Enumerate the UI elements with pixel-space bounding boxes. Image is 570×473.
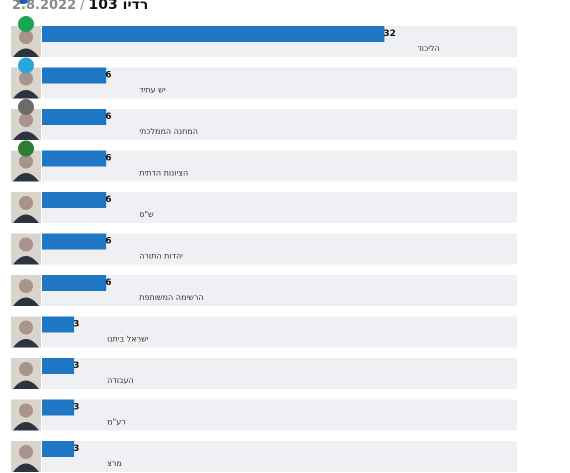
candidate-shoulders [13, 463, 39, 472]
seat-count-label: 32 [383, 29, 396, 39]
candidate-shoulders [13, 380, 39, 389]
party-logo-icon [18, 140, 34, 157]
candidate-shoulders [13, 173, 39, 182]
seat-count-label: 6 [105, 195, 111, 205]
candidate-head [19, 279, 33, 293]
candidate-head [19, 445, 33, 459]
candidate-head [19, 237, 33, 252]
seat-bar [42, 358, 75, 374]
party-name-label: הציונות הדתית [139, 169, 188, 178]
party-name-label: רע"מ [107, 418, 126, 427]
bar-track [42, 399, 517, 431]
candidate-shoulders [13, 256, 39, 265]
candidate-shoulders [13, 90, 39, 99]
seat-bar [42, 441, 75, 457]
seat-bar [42, 67, 107, 84]
seat-count-label: 6 [105, 71, 111, 81]
candidate-shoulders [13, 131, 39, 140]
party-name-label: יש עתיד [139, 86, 166, 95]
seat-bar [42, 233, 107, 250]
candidate-head [19, 71, 33, 86]
candidate-head [19, 30, 33, 44]
seat-count-label: 3 [73, 361, 79, 371]
party-name-label: יהדות התורה [139, 252, 183, 261]
candidate-head [19, 403, 33, 418]
poll-name: רדיו 103 [88, 0, 149, 13]
candidate-head [19, 320, 33, 335]
seat-bar [42, 192, 107, 208]
party-name-label: הליכוד [417, 44, 439, 53]
header-logo-dot [12, 0, 34, 4]
candidate-head [19, 154, 33, 169]
poll-date: 2.8.2022 [12, 0, 77, 13]
poll-header: 2.8.2022 / רדיו 103 [12, 0, 148, 14]
candidate-shoulders [13, 297, 39, 306]
bar-track [42, 233, 517, 265]
seat-count-label: 3 [73, 320, 79, 330]
bar-track [42, 150, 517, 182]
seat-count-label: 6 [105, 154, 111, 164]
candidate-shoulders [13, 339, 39, 348]
seat-bar [42, 150, 107, 167]
seat-bar [42, 399, 75, 416]
seat-count-label: 3 [73, 403, 79, 413]
seat-bar [42, 26, 385, 42]
seat-count-label: 6 [105, 237, 111, 247]
party-logo-icon [18, 99, 34, 115]
seat-bar [42, 316, 75, 333]
party-name-label: הרשימה המשותפת [139, 293, 203, 302]
bar-track [42, 192, 517, 223]
seat-bar [42, 275, 107, 291]
bar-track [42, 441, 517, 472]
candidate-head [19, 196, 33, 210]
bar-track [42, 316, 517, 348]
candidate-head [19, 362, 33, 376]
candidate-shoulders [13, 422, 39, 431]
seat-count-label: 3 [73, 444, 79, 454]
candidate-shoulders [13, 214, 39, 223]
party-name-label: המחנה הממלכתי [139, 127, 198, 136]
party-name-label: העבודה [107, 376, 134, 385]
party-name-label: מרצ [107, 459, 122, 468]
party-name-label: ש"ס [139, 210, 154, 219]
bar-track [42, 67, 517, 99]
header-separator: / [80, 0, 85, 13]
seat-count-label: 6 [105, 278, 111, 288]
party-logo-icon [18, 57, 34, 74]
seat-bar [42, 109, 107, 125]
bar-track [42, 275, 517, 306]
seat-count-label: 6 [105, 112, 111, 122]
candidate-shoulders [13, 48, 39, 57]
bar-track [42, 109, 517, 140]
bar-track [42, 358, 517, 389]
party-name-label: ישראל ביתנו [107, 335, 149, 344]
candidate-head [19, 113, 33, 127]
party-logo-icon [18, 16, 34, 32]
